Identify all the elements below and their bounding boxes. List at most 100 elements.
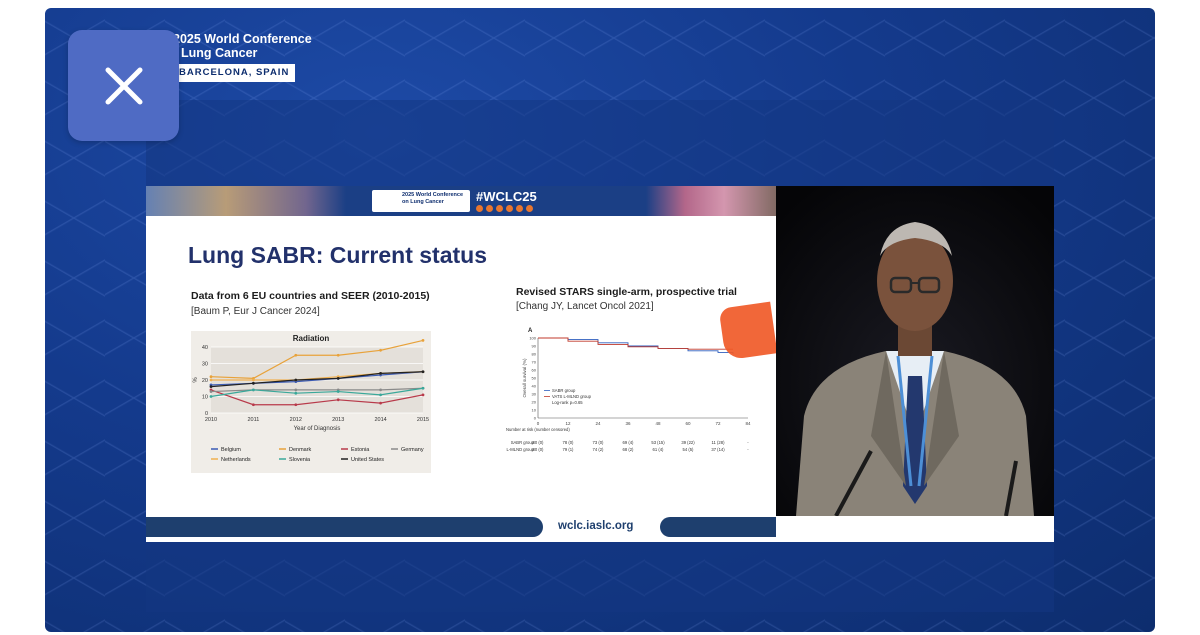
data-point: [209, 375, 213, 379]
data-point: [294, 353, 298, 357]
y-tick-label: 0: [205, 411, 208, 417]
social-icon: [506, 205, 513, 212]
x-tick-label: 2010: [205, 417, 217, 423]
radiation-chart-svg: Radiation 0 10 20 30 40 2010 2011 2012 2013 2014 20…: [193, 334, 429, 463]
risk-cell: 74 (2): [593, 447, 605, 452]
y-tick-label: 40: [202, 345, 208, 351]
data-point: [421, 386, 425, 390]
risk-cell: 53 (15): [651, 440, 665, 445]
data-point: [252, 403, 255, 407]
risk-cell: 69 (4): [623, 440, 635, 445]
footer-bar-left: [146, 517, 543, 537]
y-tick-label: 100: [529, 336, 536, 341]
y-tick-label: 40: [532, 384, 537, 389]
y-tick-label: 60: [532, 368, 537, 373]
radiation-chart: Radiation 0 10 20 30 40 2010 2011 2012 2013 2014 20…: [191, 331, 431, 473]
panel-label: A: [528, 328, 533, 334]
x-tick-label: 24: [595, 421, 601, 426]
social-icons: [476, 205, 533, 212]
banner-photo-left: [146, 186, 346, 216]
social-icon: [476, 205, 483, 212]
risk-cell: 80 (0): [533, 440, 545, 445]
risk-cell: 11 (28): [712, 440, 726, 445]
x-tick-label: 12: [565, 421, 571, 426]
left-heading-text: Data from 6 EU countries and SEER (2010-…: [191, 290, 430, 302]
data-point: [379, 348, 382, 352]
y-tick-label: 10: [532, 408, 537, 413]
series-line-germany: [210, 387, 424, 393]
y-tick-label: 50: [532, 376, 537, 381]
iaslc-logo: 2025 World Conference on Lung Cancer: [372, 190, 470, 212]
x-tick-label: 2015: [417, 417, 429, 423]
close-icon: [105, 67, 142, 104]
legend-label: Germany: [401, 447, 424, 453]
km-curve-sabr-group: [538, 337, 734, 354]
left-section-heading: Data from 6 EU countries and SEER (2010-…: [191, 290, 430, 317]
x-tick-label: 84: [745, 421, 751, 426]
y-tick-label: 90: [532, 344, 537, 349]
x-tick-label: 60: [685, 421, 691, 426]
data-point: [294, 388, 298, 392]
x-tick-label: 2014: [374, 417, 386, 423]
data-point: [209, 395, 213, 398]
y-tick-label: 20: [202, 378, 208, 384]
legend-label: SABR group: [552, 388, 576, 393]
risk-cell: 37 (14): [711, 447, 725, 452]
y-tick-label: 30: [202, 362, 208, 368]
speaker-figure: [776, 186, 1054, 516]
data-point: [209, 385, 213, 388]
data-point: [252, 381, 255, 385]
social-icon: [496, 205, 503, 212]
data-point: [379, 388, 382, 392]
x-tick-label: 0: [537, 421, 540, 426]
data-point: [294, 403, 298, 407]
legend-label: Log-rank p=0.65: [552, 400, 583, 405]
x-tick-label: 2011: [247, 417, 259, 423]
risk-cell: 78 (0): [563, 440, 575, 445]
data-point: [421, 393, 425, 397]
slide-footer: wclc.iaslc.org: [146, 517, 776, 542]
data-point: [421, 370, 425, 374]
data-point: [421, 339, 425, 342]
risk-cell: -: [747, 440, 749, 445]
speaker-video: [776, 186, 1054, 516]
data-point: [294, 378, 298, 382]
risk-table-header: Number at risk (number censored): [506, 427, 570, 432]
right-reference: [Chang JY, Lancet Oncol 2021]: [516, 301, 654, 312]
right-heading-text: Revised STARS single-arm, prospective tr…: [516, 286, 737, 298]
x-tick-label: 48: [655, 421, 661, 426]
x-tick-label: 2012: [290, 417, 302, 423]
social-icon: [486, 205, 493, 212]
legend-label: Belgium: [221, 447, 241, 453]
risk-row-label: SABR group: [511, 440, 535, 445]
orange-annotation-marker: [718, 301, 778, 361]
conference-location: BARCELONA, SPAIN: [173, 64, 296, 82]
risk-cell: 68 (2): [623, 447, 635, 452]
x-tick-label: 2013: [332, 417, 344, 423]
survival-chart: A 0 10 20 30 40 50 60 70 80 90 100 0 12 24 36 48 60 72 84 Ov…: [495, 326, 756, 471]
conference-line-1: 2025 World Conference: [173, 32, 312, 46]
y-tick-label: 20: [532, 400, 537, 405]
legend-label: Slovenia: [289, 457, 311, 463]
social-icon: [516, 205, 523, 212]
footer-url: wclc.iaslc.org: [558, 520, 634, 532]
footer-bar-right: [660, 517, 776, 537]
y-tick-label: 10: [202, 395, 208, 401]
data-point: [336, 398, 340, 402]
y-axis-label: %: [193, 377, 199, 383]
y-tick-label: 70: [532, 360, 537, 365]
series-line-slovenia: [210, 387, 424, 398]
risk-row-label: VATS L-MLND group: [506, 447, 535, 452]
x-axis-label: Year of Diagnosis: [294, 426, 341, 432]
social-icon: [526, 205, 533, 212]
conference-line-2: Lung Cancer: [181, 46, 258, 60]
data-point: [336, 390, 340, 393]
slide-title: Lung SABR: Current status: [188, 242, 487, 268]
close-button[interactable]: [68, 30, 179, 141]
data-point: [294, 391, 298, 395]
series-line-united-states: [210, 371, 424, 388]
data-point: [379, 401, 382, 405]
risk-cell: 61 (4): [653, 447, 665, 452]
conference-brand: 2025 World Conference Lung Cancer BARCEL…: [173, 32, 312, 82]
y-tick-label: 80: [532, 352, 537, 357]
